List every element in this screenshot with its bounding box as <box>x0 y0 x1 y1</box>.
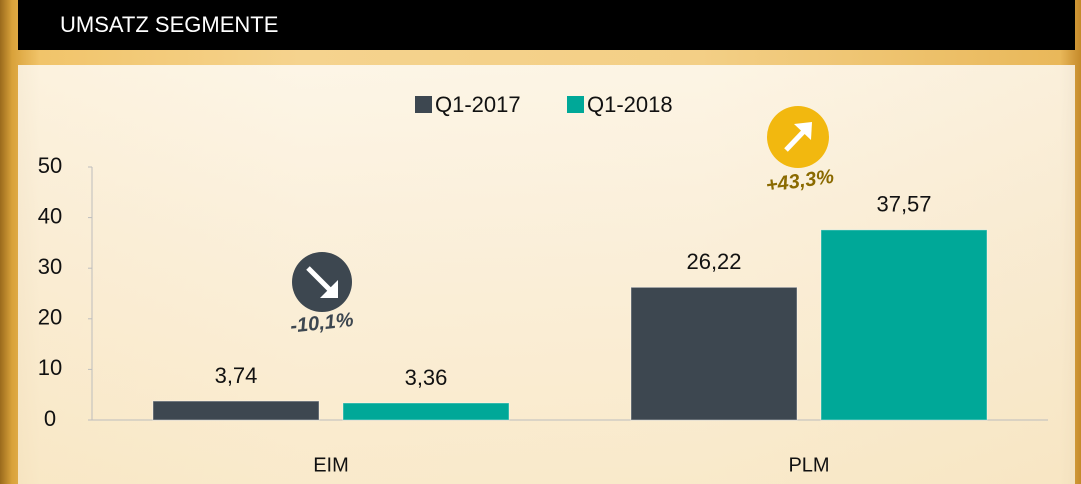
legend-swatch <box>415 96 432 113</box>
down-icon <box>292 252 352 312</box>
x-tick-label: PLM <box>788 454 829 476</box>
bar <box>631 287 797 420</box>
y-tick-label: 10 <box>38 355 62 380</box>
y-tick-label: 0 <box>44 406 56 431</box>
y-tick-label: 50 <box>38 153 62 178</box>
value-label: 3,36 <box>405 365 448 390</box>
legend-label: Q1-2017 <box>435 92 521 117</box>
y-tick-label: 30 <box>38 254 62 279</box>
legend-swatch <box>567 96 584 113</box>
y-tick-label: 20 <box>38 305 62 330</box>
value-label: 37,57 <box>876 192 931 217</box>
bar <box>153 401 319 420</box>
annotation: +43,3% <box>765 166 836 197</box>
bar <box>343 403 509 420</box>
legend-label: Q1-2018 <box>587 92 673 117</box>
y-tick-label: 40 <box>38 203 62 228</box>
value-label: 26,22 <box>686 249 741 274</box>
bar <box>821 230 987 420</box>
x-tick-label: EIM <box>313 454 349 476</box>
value-label: 3,74 <box>215 363 258 388</box>
chart: -10,1% +43,3% 0 10 20 30 40 50 Q1-2017 Q1-2018 E… <box>0 0 1081 484</box>
up-icon <box>767 106 829 168</box>
annotation: -10,1% <box>289 309 355 338</box>
slide: UMSATZ SEGMENTE -10,1% +43,3% 0102030405… <box>0 0 1081 484</box>
